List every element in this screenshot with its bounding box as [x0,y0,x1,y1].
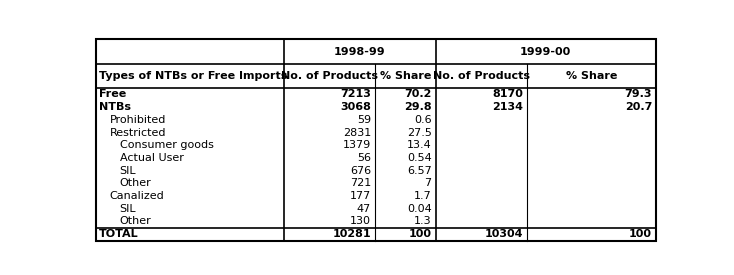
Text: SIL: SIL [120,166,137,176]
Text: 7213: 7213 [340,89,371,99]
Text: SIL: SIL [120,204,137,214]
Text: 6.57: 6.57 [407,166,432,176]
Text: Consumer goods: Consumer goods [120,140,214,150]
Text: 27.5: 27.5 [407,128,432,138]
Text: 0.04: 0.04 [407,204,432,214]
Text: 8170: 8170 [492,89,523,99]
Text: 0.54: 0.54 [407,153,432,163]
Text: NTBs: NTBs [99,102,131,112]
Text: 47: 47 [357,204,371,214]
Text: 13.4: 13.4 [407,140,432,150]
Text: 59: 59 [357,115,371,125]
Text: 676: 676 [350,166,371,176]
Text: Other: Other [120,216,151,226]
Text: No. of Products: No. of Products [281,71,378,81]
Text: 1379: 1379 [343,140,371,150]
Text: 20.7: 20.7 [625,102,652,112]
Text: Prohibited: Prohibited [109,115,166,125]
Text: 100: 100 [409,229,432,239]
Text: 1998-99: 1998-99 [334,46,385,57]
Text: 0.6: 0.6 [414,115,432,125]
Text: Canalized: Canalized [109,191,164,201]
Text: 10304: 10304 [484,229,523,239]
Text: Restricted: Restricted [109,128,166,138]
Text: Other: Other [120,178,151,188]
Text: 29.8: 29.8 [404,102,432,112]
Text: Free: Free [99,89,126,99]
Text: 3068: 3068 [340,102,371,112]
Text: 1999-00: 1999-00 [520,46,571,57]
Text: 100: 100 [629,229,652,239]
Text: TOTAL: TOTAL [99,229,139,239]
Text: No. of Products: No. of Products [432,71,530,81]
Text: 2134: 2134 [492,102,523,112]
Text: 70.2: 70.2 [404,89,432,99]
Text: 2831: 2831 [343,128,371,138]
Text: 1.3: 1.3 [414,216,432,226]
Text: 79.3: 79.3 [625,89,652,99]
Text: 10281: 10281 [333,229,371,239]
Text: Actual User: Actual User [120,153,184,163]
Text: 177: 177 [350,191,371,201]
Text: % Share: % Share [566,71,617,81]
Text: 56: 56 [357,153,371,163]
Text: 7: 7 [424,178,432,188]
Text: Types of NTBs or Free Imports: Types of NTBs or Free Imports [99,71,288,81]
Text: 1.7: 1.7 [414,191,432,201]
Text: 721: 721 [350,178,371,188]
Text: % Share: % Share [379,71,431,81]
Text: 130: 130 [350,216,371,226]
